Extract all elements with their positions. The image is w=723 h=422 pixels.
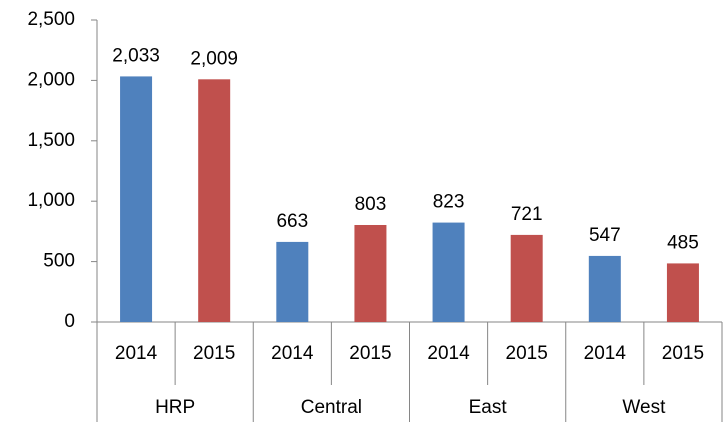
bar xyxy=(432,222,465,322)
data-label: 721 xyxy=(511,204,543,225)
x-tick-label: 2015 xyxy=(506,343,548,364)
bar xyxy=(198,79,231,322)
data-label: 2,033 xyxy=(112,45,160,66)
y-tick-label: 2,500 xyxy=(27,9,75,30)
bar xyxy=(120,76,153,322)
x-group-label: Central xyxy=(301,397,362,418)
x-group-label: East xyxy=(469,397,508,418)
x-tick-label: 2014 xyxy=(427,343,470,364)
bar xyxy=(354,224,387,322)
x-tick-label: 2015 xyxy=(193,343,235,364)
data-label: 803 xyxy=(355,194,387,215)
x-tick-label: 2014 xyxy=(115,343,158,364)
x-tick-label: 2014 xyxy=(271,343,314,364)
bar xyxy=(666,263,699,322)
bar xyxy=(588,255,621,322)
y-tick-label: 0 xyxy=(64,311,75,332)
bar xyxy=(510,234,543,322)
data-label: 663 xyxy=(276,211,308,232)
bar xyxy=(276,241,309,322)
y-tick-label: 1,000 xyxy=(27,190,75,211)
data-label: 823 xyxy=(433,192,465,213)
x-tick-label: 2015 xyxy=(349,343,391,364)
y-tick-label: 1,500 xyxy=(27,130,75,151)
x-group-label: West xyxy=(622,397,666,418)
y-tick-label: 500 xyxy=(43,251,75,272)
y-tick-label: 2,000 xyxy=(27,69,75,90)
x-tick-label: 2014 xyxy=(584,343,627,364)
x-group-label: HRP xyxy=(155,397,195,418)
data-label: 2,009 xyxy=(190,48,238,69)
data-label: 485 xyxy=(667,232,699,253)
data-label: 547 xyxy=(589,225,621,246)
x-tick-label: 2015 xyxy=(662,343,704,364)
